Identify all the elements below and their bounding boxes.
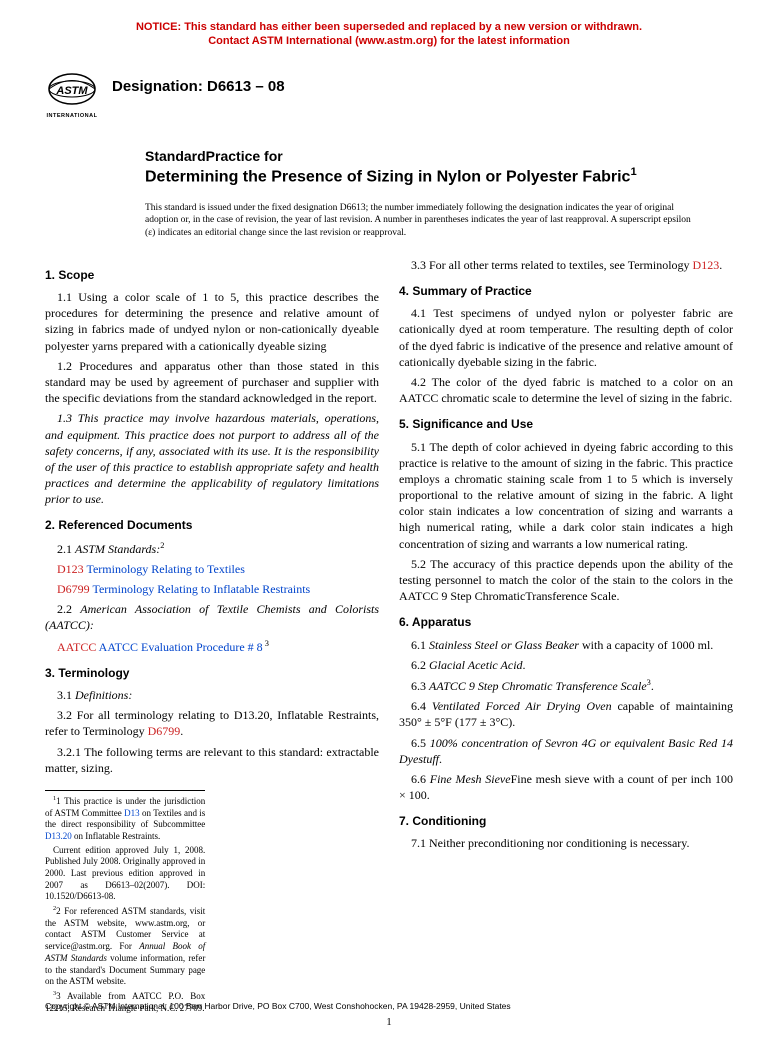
- notice-banner: NOTICE: This standard has either been su…: [45, 20, 733, 49]
- text: on Inflatable Restraints.: [72, 831, 160, 841]
- label: 6.6: [411, 772, 430, 786]
- italic-text: Stainless Steel or Glass Beaker: [429, 638, 579, 652]
- title-overline: StandardPractice for: [145, 147, 733, 166]
- svg-text:ASTM: ASTM: [55, 85, 88, 97]
- text: 3.2 For all terminology relating to D13.…: [45, 708, 379, 738]
- italic-text: Fine Mesh Sieve: [430, 772, 511, 786]
- label: 6.1: [411, 638, 429, 652]
- ref-link-row: AATCC AATCC Evaluation Procedure # 8 3: [45, 638, 379, 655]
- italic-text: Glacial Acetic Acid: [429, 658, 523, 672]
- title-main-text: Determining the Presence of Sizing in Ny…: [145, 169, 630, 186]
- italic-text: Definitions:: [75, 688, 132, 702]
- para: 6.1 Stainless Steel or Glass Beaker with…: [399, 637, 733, 653]
- ref-title-link[interactable]: Terminology Relating to Inflatable Restr…: [90, 582, 311, 596]
- svg-text:INTERNATIONAL: INTERNATIONAL: [46, 113, 97, 119]
- text: .: [180, 724, 183, 738]
- italic-text: 100% concentration of Sevron 4G or equiv…: [399, 736, 733, 766]
- sup: 2: [160, 541, 164, 550]
- designation-label: Designation: D6613 – 08: [112, 67, 285, 97]
- title-block: StandardPractice for Determining the Pre…: [145, 147, 733, 188]
- section-head-terminology: 3. Terminology: [45, 665, 379, 681]
- para: 3.2 For all terminology relating to D13.…: [45, 707, 379, 739]
- label: 6.2: [411, 658, 429, 672]
- label: 6.3: [411, 679, 429, 693]
- ref-link-row: D123 Terminology Relating to Textiles: [45, 561, 379, 577]
- footnotes-block: 11 This practice is under the jurisdicti…: [45, 790, 205, 1014]
- para-safety: 1.3 This practice may involve hazardous …: [45, 410, 379, 507]
- notice-line1: NOTICE: This standard has either been su…: [136, 21, 642, 33]
- page-number: 1: [0, 1015, 778, 1030]
- para: 5.1 The depth of color achieved in dyein…: [399, 439, 733, 552]
- para: 4.1 Test specimens of undyed nylon or po…: [399, 305, 733, 370]
- para: 1.1 Using a color scale of 1 to 5, this …: [45, 289, 379, 354]
- text: 3.3 For all other terms related to texti…: [411, 258, 693, 272]
- body-columns: 1. Scope 1.1 Using a color scale of 1 to…: [45, 257, 733, 1014]
- footnote: Current edition approved July 1, 2008. P…: [45, 845, 205, 903]
- section-head-apparatus: 6. Apparatus: [399, 614, 733, 630]
- footnote: 11 This practice is under the jurisdicti…: [45, 795, 205, 843]
- text: .: [651, 679, 654, 693]
- italic-text: American Association of Textile Chemists…: [45, 602, 379, 632]
- section-head-conditioning: 7. Conditioning: [399, 813, 733, 829]
- subcommittee-link[interactable]: D13.20: [45, 831, 72, 841]
- para: 3.3 For all other terms related to texti…: [399, 257, 733, 273]
- label: 6.5: [411, 736, 430, 750]
- ref-code-link[interactable]: D6799: [148, 724, 181, 738]
- text: .: [523, 658, 526, 672]
- para: 3.2.1 The following terms are relevant t…: [45, 744, 379, 776]
- header-row: ASTM INTERNATIONAL Designation: D6613 – …: [45, 67, 733, 127]
- title-sup: 1: [630, 166, 636, 178]
- para: 3.1 Definitions:: [45, 687, 379, 703]
- label: 2.2: [57, 602, 80, 616]
- ref-code-link[interactable]: D6799: [57, 582, 90, 596]
- para: 4.2 The color of the dyed fabric is matc…: [399, 374, 733, 406]
- para: 5.2 The accuracy of this practice depend…: [399, 556, 733, 605]
- ref-code-link[interactable]: D123: [57, 562, 84, 576]
- footnote: 22 For referenced ASTM standards, visit …: [45, 905, 205, 988]
- ref-title-link[interactable]: Terminology Relating to Textiles: [84, 562, 245, 576]
- section-head-significance: 5. Significance and Use: [399, 416, 733, 432]
- committee-link[interactable]: D13: [124, 808, 140, 818]
- title-main: Determining the Presence of Sizing in Ny…: [145, 165, 733, 187]
- document-page: NOTICE: This standard has either been su…: [0, 0, 778, 1044]
- para: 6.4 Ventilated Forced Air Drying Oven ca…: [399, 698, 733, 730]
- issuance-note: This standard is issued under the fixed …: [145, 202, 703, 239]
- para: 6.6 Fine Mesh SieveFine mesh sieve with …: [399, 771, 733, 803]
- section-head-scope: 1. Scope: [45, 267, 379, 283]
- astm-logo: ASTM INTERNATIONAL: [45, 67, 100, 127]
- italic-text: AATCC 9 Step Chromatic Transference Scal…: [429, 679, 647, 693]
- ref-title-link[interactable]: AATCC Evaluation Procedure # 8: [96, 640, 262, 654]
- section-head-refdocs: 2. Referenced Documents: [45, 517, 379, 533]
- para: 6.3 AATCC 9 Step Chromatic Transference …: [399, 677, 733, 694]
- ref-link-row: D6799 Terminology Relating to Inflatable…: [45, 581, 379, 597]
- notice-line2: Contact ASTM International (www.astm.org…: [208, 35, 570, 47]
- para: 7.1 Neither preconditioning nor conditio…: [399, 835, 733, 851]
- label: 6.4: [411, 699, 432, 713]
- para: 2.1 ASTM Standards:2: [45, 540, 379, 557]
- text: .: [439, 752, 442, 766]
- text: with a capacity of 1000 ml.: [579, 638, 713, 652]
- section-head-summary: 4. Summary of Practice: [399, 283, 733, 299]
- para: 6.2 Glacial Acetic Acid.: [399, 657, 733, 673]
- para: 6.5 100% concentration of Sevron 4G or e…: [399, 735, 733, 767]
- label: 2.1: [57, 542, 75, 556]
- ref-code-link[interactable]: AATCC: [57, 640, 96, 654]
- para: 1.2 Procedures and apparatus other than …: [45, 358, 379, 407]
- sup: 3: [263, 639, 269, 648]
- label: 3.1: [57, 688, 75, 702]
- copyright-line: Copyright © ASTM International, 100 Barr…: [45, 1001, 511, 1012]
- italic-text: ASTM Standards:: [75, 542, 160, 556]
- italic-text: Ventilated Forced Air Drying Oven: [432, 699, 612, 713]
- para: 2.2 American Association of Textile Chem…: [45, 601, 379, 633]
- text: .: [719, 258, 722, 272]
- ref-code-link[interactable]: D123: [693, 258, 720, 272]
